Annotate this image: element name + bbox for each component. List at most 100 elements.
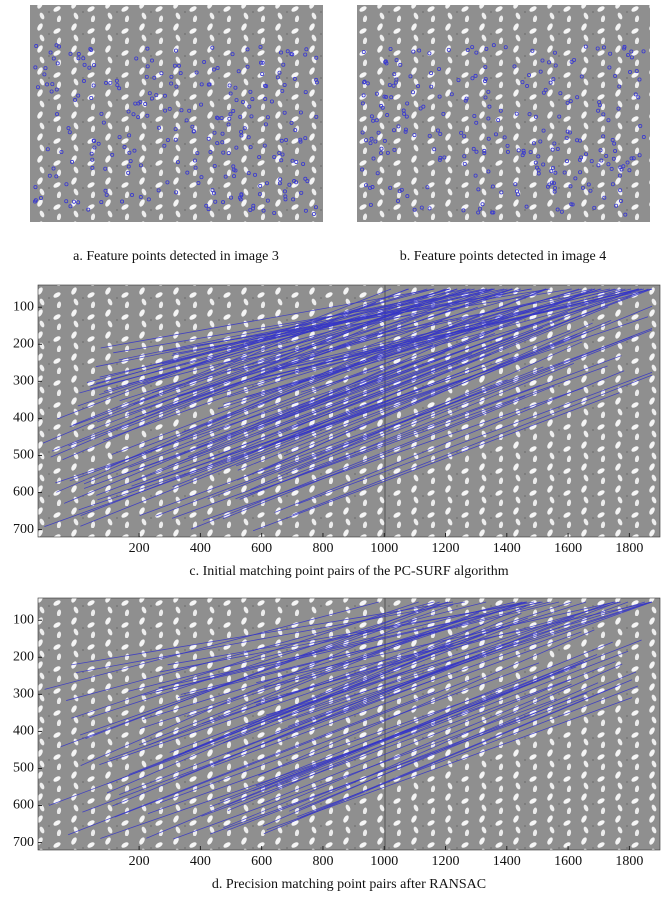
feature-point <box>638 124 643 129</box>
feature-point <box>110 152 115 157</box>
feature-point <box>226 151 231 156</box>
feature-point <box>277 150 282 155</box>
feature-point <box>558 91 563 96</box>
feature-point <box>368 141 373 146</box>
feature-point <box>48 50 53 55</box>
x-tick-label: 1400 <box>493 854 521 869</box>
feature-point <box>149 96 154 101</box>
feature-point <box>463 98 468 103</box>
feature-point <box>583 44 588 49</box>
x-tick-label: 200 <box>129 541 150 556</box>
feature-point <box>133 101 138 106</box>
feature-point <box>147 91 152 96</box>
feature-point <box>104 192 109 197</box>
feature-point <box>437 66 442 71</box>
feature-point <box>126 170 131 175</box>
match-line <box>190 395 526 530</box>
feature-point <box>264 181 269 186</box>
feature-point <box>210 45 215 50</box>
feature-point <box>261 208 266 213</box>
feature-point <box>565 129 570 134</box>
feature-point <box>263 122 268 127</box>
feature-point <box>435 128 440 133</box>
feature-point <box>421 104 426 109</box>
feature-point <box>190 124 195 129</box>
feature-point <box>293 128 298 133</box>
feature-point <box>258 60 263 65</box>
feature-point <box>437 157 442 162</box>
feature-point <box>427 206 432 211</box>
feature-point <box>173 137 178 142</box>
feature-point <box>175 160 180 165</box>
feature-point <box>117 86 122 91</box>
feature-point <box>138 163 143 168</box>
x-tick-label: 1800 <box>615 854 643 869</box>
feature-point <box>76 52 81 57</box>
match-line <box>233 288 593 372</box>
match-line <box>223 683 572 829</box>
feature-point <box>269 99 274 104</box>
x-tick-label: 1600 <box>554 541 582 556</box>
image-3 <box>30 5 323 222</box>
feature-point <box>212 130 217 135</box>
feature-point <box>265 115 270 120</box>
feature-point <box>543 87 548 92</box>
feature-point <box>64 199 69 204</box>
feature-point <box>432 147 437 152</box>
match-line <box>226 616 575 755</box>
feature-point <box>392 147 397 152</box>
feature-point <box>236 69 241 74</box>
feature-point <box>281 62 286 67</box>
feature-point <box>174 190 179 195</box>
match-line <box>222 385 555 520</box>
caption: b. Feature points detected in image 4 <box>400 249 606 264</box>
feature-point <box>487 104 492 109</box>
feature-point <box>427 51 432 56</box>
feature-point <box>374 91 379 96</box>
feature-point <box>239 133 244 138</box>
match-line <box>68 691 435 836</box>
feature-point <box>59 149 64 154</box>
feature-point <box>238 197 243 202</box>
match-line <box>142 601 515 696</box>
feature-point <box>553 63 558 68</box>
feature-point <box>64 182 69 187</box>
feature-point <box>362 79 367 84</box>
feature-point <box>277 181 282 186</box>
feature-point <box>393 80 398 85</box>
feature-point <box>541 162 546 167</box>
feature-point <box>207 82 212 87</box>
feature-point <box>612 141 617 146</box>
feature-point <box>470 76 475 81</box>
x-tick-label: 1600 <box>554 854 582 869</box>
match-line <box>244 288 623 398</box>
feature-point <box>68 204 73 209</box>
x-tick-label: 800 <box>312 541 333 556</box>
match-line <box>48 664 426 806</box>
feature-point <box>483 65 488 70</box>
feature-point <box>389 95 394 100</box>
feature-point <box>57 44 62 49</box>
feature-point <box>429 84 434 89</box>
match-line <box>257 288 640 435</box>
feature-point <box>425 185 430 190</box>
feature-point <box>484 46 489 51</box>
feature-point <box>45 82 50 87</box>
feature-point <box>289 120 294 125</box>
match-line <box>99 288 451 395</box>
feature-point <box>364 183 369 188</box>
match-line <box>184 612 522 753</box>
feature-point <box>410 90 415 95</box>
feature-point <box>303 208 308 213</box>
feature-point <box>82 62 87 67</box>
feature-point <box>385 150 390 155</box>
feature-point <box>90 165 95 170</box>
feature-point <box>569 202 574 207</box>
feature-point <box>402 111 407 116</box>
match-line <box>180 601 560 695</box>
feature-point <box>33 65 38 70</box>
match-line <box>237 333 578 481</box>
feature-point <box>361 50 366 55</box>
y-tick-label: 500 <box>13 448 34 463</box>
match-line <box>296 601 653 719</box>
